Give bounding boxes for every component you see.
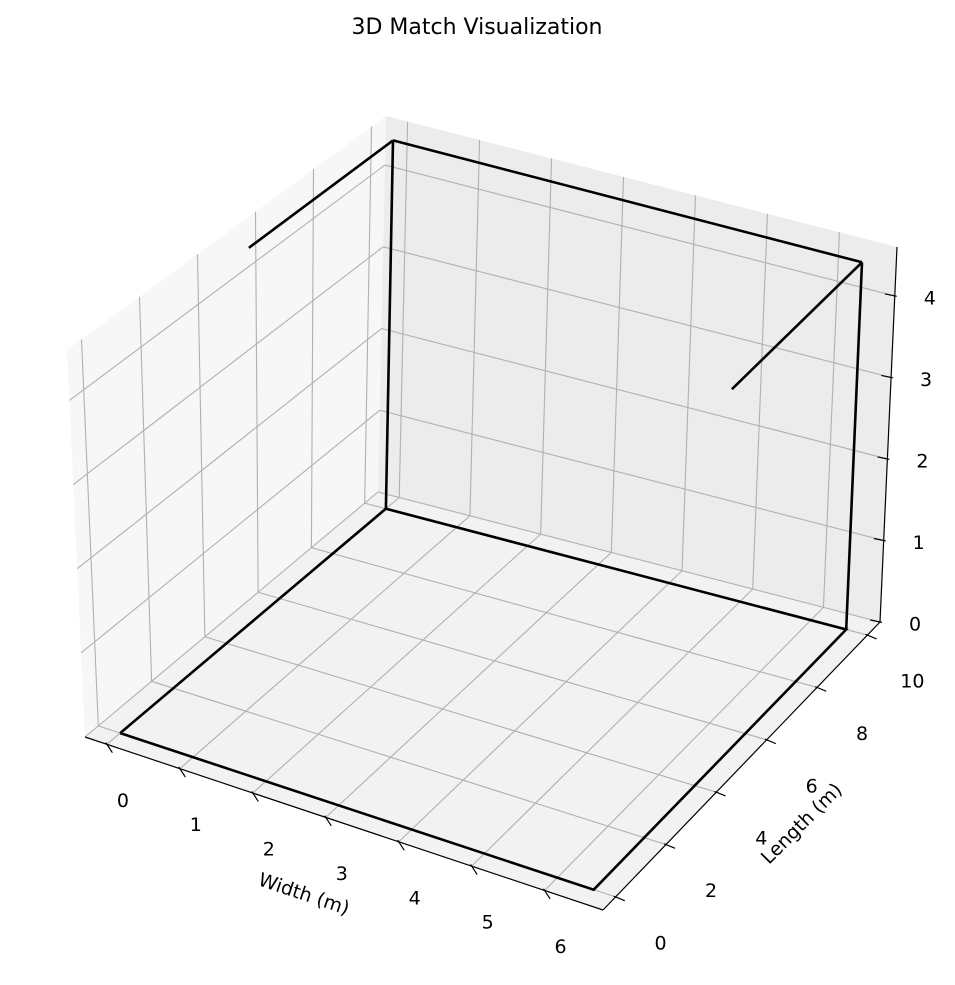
y-tick-6-label: 6	[806, 775, 818, 797]
grid-line-x-back	[398, 121, 409, 498]
z-tick-3-mark	[881, 374, 894, 379]
axis-lines	[84, 246, 898, 911]
series-line-5	[730, 261, 863, 391]
grid-line-y-floor	[311, 547, 818, 688]
grid-line-y-left	[138, 296, 153, 682]
z-tick-2-mark	[877, 456, 890, 460]
back-wall-pane	[378, 116, 897, 622]
y-tick-0-mark	[613, 895, 626, 902]
y-tick-2-mark	[663, 843, 676, 849]
x-tick-0-mark	[105, 742, 113, 754]
grid-line-z-back	[381, 327, 888, 460]
grid-line-y-left	[196, 254, 206, 637]
grid-line-x-back	[752, 213, 769, 590]
series-line-6	[248, 139, 394, 249]
grid-line-z-left	[72, 246, 384, 486]
x-tick-4-mark	[397, 839, 405, 851]
x-tick-5-mark	[470, 864, 478, 875]
z-tick-4-mark	[884, 293, 897, 297]
grid-line-z-left	[69, 164, 386, 401]
grid-line-z-back	[377, 491, 881, 623]
y-tick-8-mark	[814, 686, 827, 692]
x-axis-line	[84, 736, 604, 911]
grid-line-y-floor	[257, 591, 767, 741]
y-tick-10-label: 10	[900, 671, 924, 693]
grid-line-x-floor	[179, 515, 471, 770]
data-series	[119, 139, 864, 892]
grid-line-z-back	[383, 246, 892, 378]
z-tick-1-label: 1	[913, 532, 925, 554]
series-line-2	[844, 262, 864, 630]
z-tick-3-label: 3	[920, 369, 932, 391]
x-tick-4-label: 4	[409, 887, 421, 909]
z-tick-1-mark	[873, 537, 886, 542]
z-axis-line	[879, 246, 898, 623]
x-tick-6-mark	[543, 888, 551, 900]
grid-line-z-left	[76, 328, 382, 570]
axis-panes	[67, 116, 897, 910]
grid-line-x-back	[540, 158, 553, 535]
x-tick-2-label: 2	[263, 839, 275, 861]
grid-line-x-back	[469, 139, 481, 516]
z-tick-4-label: 4	[924, 287, 936, 309]
grid-line-x-back	[610, 176, 625, 553]
y-tick-4-label: 4	[755, 828, 767, 850]
grid-line-y-left	[80, 339, 99, 726]
grid-line-x-floor	[398, 570, 683, 843]
grid-line-z-left	[80, 409, 381, 654]
y-tick-2-label: 2	[705, 880, 717, 902]
grid-line-y-left	[364, 126, 373, 504]
y-tick-8-label: 8	[856, 723, 868, 745]
grid-line-z-back	[384, 164, 895, 297]
grid-line-y-left	[310, 169, 315, 548]
grid-line-x-back	[681, 195, 697, 571]
y-tick-6-mark	[764, 738, 777, 745]
grid-line-x-floor	[544, 606, 824, 891]
grid-line-y-floor	[151, 680, 667, 846]
grid-line-z-back	[379, 409, 884, 542]
y-tick-10-mark	[865, 633, 877, 640]
z-tick-0-mark	[870, 619, 883, 623]
y-tick-4-mark	[714, 790, 726, 797]
grid-line-y-left	[254, 211, 259, 593]
x-tick-0-label: 0	[117, 790, 129, 812]
chart-title: 3D Match Visualization	[351, 15, 602, 40]
y-tick-0-label: 0	[655, 932, 667, 954]
x-tick-1-mark	[178, 766, 186, 778]
x-tick-1-label: 1	[190, 814, 202, 836]
axis-ticks: 0 1 2 3 4 5 6 0 2 4 6 8 10 0 1 2 3 4	[105, 287, 936, 958]
grid-line-z-left	[84, 491, 379, 738]
y-axis-line	[602, 621, 881, 911]
grid-line-x-floor	[471, 588, 754, 867]
z-tick-0-label: 0	[909, 614, 921, 636]
x-tick-6-label: 6	[555, 936, 567, 958]
x-tick-2-mark	[251, 791, 259, 802]
x-tick-3-label: 3	[336, 863, 348, 885]
grid-line-x-floor	[325, 552, 612, 818]
series-line-3	[384, 140, 395, 509]
grid-line-x-back	[822, 232, 840, 608]
grid-line-y-floor	[204, 636, 717, 793]
series-line-4	[392, 139, 863, 264]
left-wall-pane	[67, 116, 386, 737]
grid-line-x-floor	[252, 533, 541, 794]
x-tick-3-mark	[324, 815, 332, 827]
x-tick-5-label: 5	[482, 912, 494, 934]
y-axis-label: Length (m)	[757, 779, 847, 869]
z-tick-2-label: 2	[916, 451, 928, 473]
